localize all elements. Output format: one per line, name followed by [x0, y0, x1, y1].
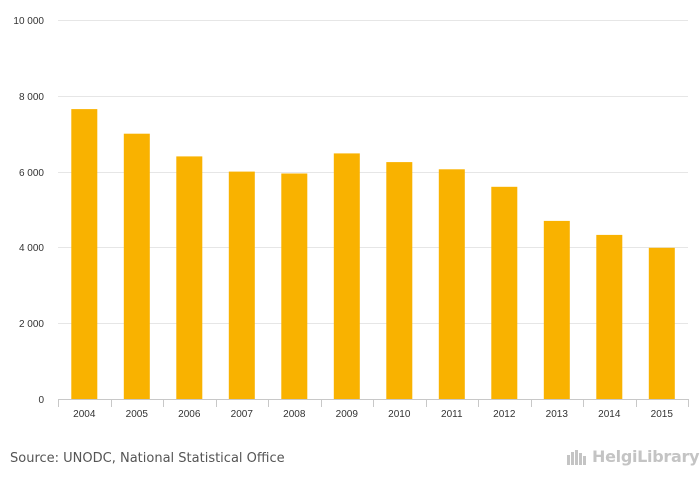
bar-2007 [228, 171, 255, 399]
bar-2014 [596, 234, 623, 399]
x-tick-label: 2005 [126, 409, 149, 420]
bar-2013 [543, 220, 570, 399]
x-tick-label: 2010 [388, 409, 411, 420]
bar-2012 [491, 186, 518, 399]
y-tick-label: 4 000 [19, 243, 44, 254]
y-tick-label: 0 [38, 395, 44, 406]
bar-2011 [438, 169, 465, 399]
bar-chart: 0 2 000 4 000 6 000 8 000 10 000 2004 2005 2006… [13, 16, 689, 420]
x-tick-label: 2009 [336, 409, 359, 420]
x-tick-label: 2007 [231, 409, 254, 420]
y-tick-label: 10 000 [13, 16, 44, 27]
logo-text: HelgiLibrary [592, 447, 700, 466]
x-tick-label: 2014 [598, 409, 621, 420]
bar-2004 [71, 109, 98, 399]
x-tick-label: 2012 [493, 409, 516, 420]
x-axis: 2004 2005 2006 2007 2008 2009 2010 2011 2012 2013… [58, 399, 689, 420]
x-tick-label: 2011 [441, 409, 463, 420]
y-tick-label: 2 000 [19, 319, 44, 330]
bar-2005 [123, 133, 150, 399]
x-tick-label: 2015 [651, 409, 674, 420]
x-tick-label: 2004 [73, 409, 96, 420]
bar-2010 [386, 162, 413, 399]
bar-2008 [281, 173, 308, 399]
y-tick-label: 8 000 [19, 92, 44, 103]
source-note: Source: UNODC, National Statistical Offi… [10, 451, 285, 466]
y-axis: 0 2 000 4 000 6 000 8 000 10 000 [13, 16, 44, 406]
helgilibrary-logo: HelgiLibrary [566, 447, 700, 466]
y-tick-label: 6 000 [19, 168, 44, 179]
bars [71, 109, 675, 399]
x-tick-label: 2008 [283, 409, 306, 420]
library-icon [566, 448, 588, 466]
x-tick-label: 2006 [178, 409, 201, 420]
bar-2015 [648, 247, 675, 399]
x-tick-label: 2013 [546, 409, 569, 420]
grid-lines [58, 20, 688, 324]
bar-2009 [333, 153, 360, 399]
bar-2006 [176, 156, 203, 399]
